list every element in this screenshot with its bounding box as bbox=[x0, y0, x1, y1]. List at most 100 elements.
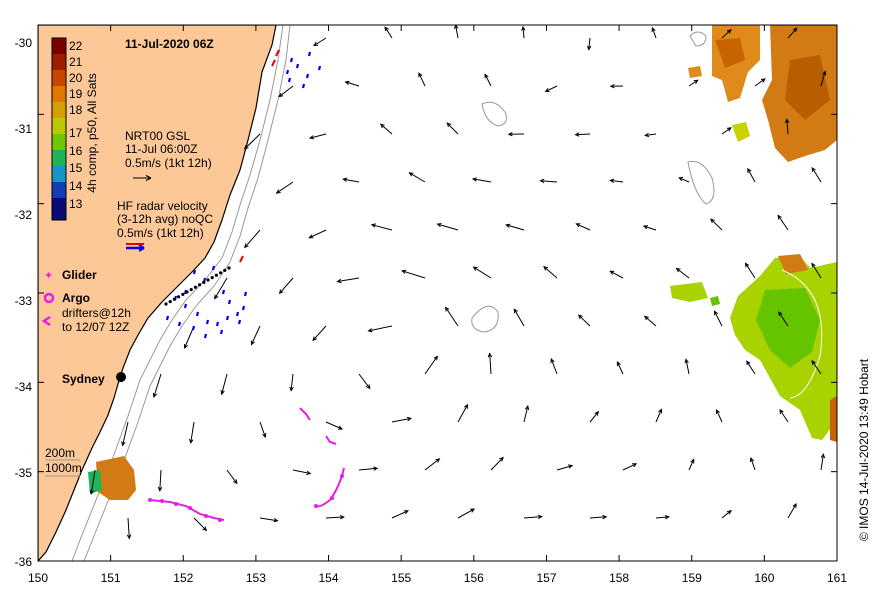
velocity-arrowhead bbox=[220, 390, 225, 396]
velocity-arrow bbox=[391, 510, 409, 519]
hf-radar-vector bbox=[225, 315, 230, 321]
hf-radar-vectors bbox=[165, 49, 322, 339]
y-tick-label: -35 bbox=[15, 466, 33, 480]
velocity-arrow bbox=[244, 133, 261, 150]
colorbar-swatch bbox=[52, 70, 66, 86]
glider-point bbox=[210, 276, 214, 280]
velocity-arrow bbox=[159, 469, 162, 491]
hf-radar-vector bbox=[192, 269, 197, 275]
colorbar-swatch bbox=[52, 166, 66, 182]
velocity-arrowhead bbox=[643, 315, 649, 321]
velocity-arrow bbox=[779, 409, 789, 423]
velocity-arrowhead bbox=[373, 466, 379, 471]
hf-radar-vector bbox=[221, 289, 226, 295]
velocity-arrowhead bbox=[587, 45, 592, 51]
velocity-arrow bbox=[714, 311, 723, 327]
hf-radar-vector bbox=[215, 321, 220, 327]
glider-point bbox=[168, 300, 172, 304]
velocity-arrowhead bbox=[471, 177, 477, 182]
velocity-arrow bbox=[455, 25, 459, 39]
velocity-arrow bbox=[309, 133, 327, 139]
velocity-arrowhead bbox=[777, 214, 782, 220]
colorbar-tick: 14 bbox=[69, 179, 83, 193]
velocity-arrow bbox=[589, 411, 599, 423]
velocity-arrow bbox=[746, 360, 756, 375]
hf-radar-vector bbox=[211, 265, 216, 271]
velocity-arrowhead bbox=[344, 80, 350, 85]
velocity-arrowhead bbox=[464, 403, 469, 409]
velocity-arrow bbox=[750, 457, 756, 471]
velocity-arrow bbox=[279, 277, 294, 294]
velocity-arrowhead bbox=[289, 386, 294, 392]
glider-point bbox=[177, 295, 181, 299]
velocity-arrowhead bbox=[726, 127, 732, 132]
velocity-arrow bbox=[688, 79, 698, 87]
velocity-arrow bbox=[473, 266, 492, 279]
velocity-arrowhead bbox=[811, 262, 816, 268]
velocity-arrow bbox=[90, 469, 96, 494]
colorbar-label: 4h comp, p50, All Sats bbox=[85, 73, 99, 192]
velocity-arrowhead bbox=[418, 72, 423, 78]
velocity-arrow bbox=[655, 516, 669, 519]
velocity-arrowhead bbox=[713, 310, 718, 316]
hf-radar-vector bbox=[241, 305, 246, 311]
velocity-arrowhead bbox=[384, 26, 389, 32]
legend-drifters-line2: to 12/07 12Z bbox=[62, 320, 129, 334]
velocity-arrow bbox=[745, 263, 756, 279]
hf-radar-vector bbox=[195, 311, 200, 317]
x-tick-labels: 150 151 152 153 154 155 156 157 158 159 … bbox=[28, 571, 847, 585]
glider-point bbox=[227, 266, 231, 270]
velocity-arrowhead bbox=[537, 514, 543, 520]
velocity-arrowhead bbox=[664, 515, 670, 520]
velocity-arrow bbox=[343, 178, 360, 183]
velocity-arrowhead bbox=[367, 328, 373, 333]
credit-label: © IMOS 14-Jul-2020 13:49 Hobart bbox=[857, 358, 871, 541]
velocity-arrow bbox=[309, 229, 327, 239]
glider-point bbox=[172, 297, 176, 301]
colorbar-frame bbox=[51, 37, 67, 221]
velocity-arrow bbox=[325, 421, 343, 430]
velocity-arrowhead bbox=[811, 166, 816, 172]
glider-point bbox=[164, 302, 168, 306]
velocity-arrowhead bbox=[693, 79, 699, 84]
hf-radar-vector bbox=[235, 311, 240, 317]
map-title: 11-Jul-2020 06Z bbox=[125, 37, 214, 51]
glider-point bbox=[189, 288, 193, 292]
velocity-arrowhead bbox=[339, 514, 345, 520]
velocity-arrowhead bbox=[312, 336, 317, 342]
velocity-arrow bbox=[747, 168, 756, 183]
velocity-arrowhead bbox=[749, 457, 755, 463]
velocity-arrowhead bbox=[336, 278, 342, 284]
velocity-arrowhead bbox=[609, 83, 615, 89]
colorbar-swatch bbox=[52, 182, 66, 198]
velocity-arrowhead bbox=[513, 308, 518, 314]
hf-radar-vector bbox=[305, 73, 310, 79]
velocity-arrow bbox=[556, 465, 573, 471]
legend-gsl-line3: 0.5m/s (1kt 12h) bbox=[125, 156, 212, 170]
velocity-arrowhead bbox=[308, 234, 314, 239]
land bbox=[38, 25, 277, 561]
velocity-arrow bbox=[506, 224, 525, 231]
velocity-arrow bbox=[402, 270, 426, 279]
velocity-arrow bbox=[437, 223, 459, 231]
colorbar-swatch bbox=[52, 198, 66, 220]
velocity-arrow bbox=[778, 311, 789, 327]
legend-isobaths: 200m 1000m bbox=[45, 446, 82, 477]
hf-radar-vector-alt bbox=[271, 59, 276, 67]
colorbar-swatch bbox=[52, 102, 66, 118]
velocity-arrowhead bbox=[401, 269, 407, 274]
sst-patches bbox=[670, 25, 837, 442]
velocity-arrowhead bbox=[792, 27, 798, 33]
velocity-arrow bbox=[409, 172, 426, 183]
drifter-markers bbox=[148, 474, 344, 522]
velocity-arrow bbox=[214, 277, 228, 299]
velocity-arrow bbox=[716, 409, 723, 423]
velocity-arrowhead bbox=[575, 223, 581, 228]
velocity-arrow bbox=[489, 353, 492, 375]
drifter-tracks bbox=[149, 407, 345, 521]
velocity-arrowhead bbox=[308, 135, 315, 140]
x-tick-label: 153 bbox=[246, 571, 266, 585]
velocity-arrow bbox=[576, 223, 591, 231]
velocity-arrow bbox=[472, 178, 492, 183]
x-tick-label: 159 bbox=[682, 571, 702, 585]
